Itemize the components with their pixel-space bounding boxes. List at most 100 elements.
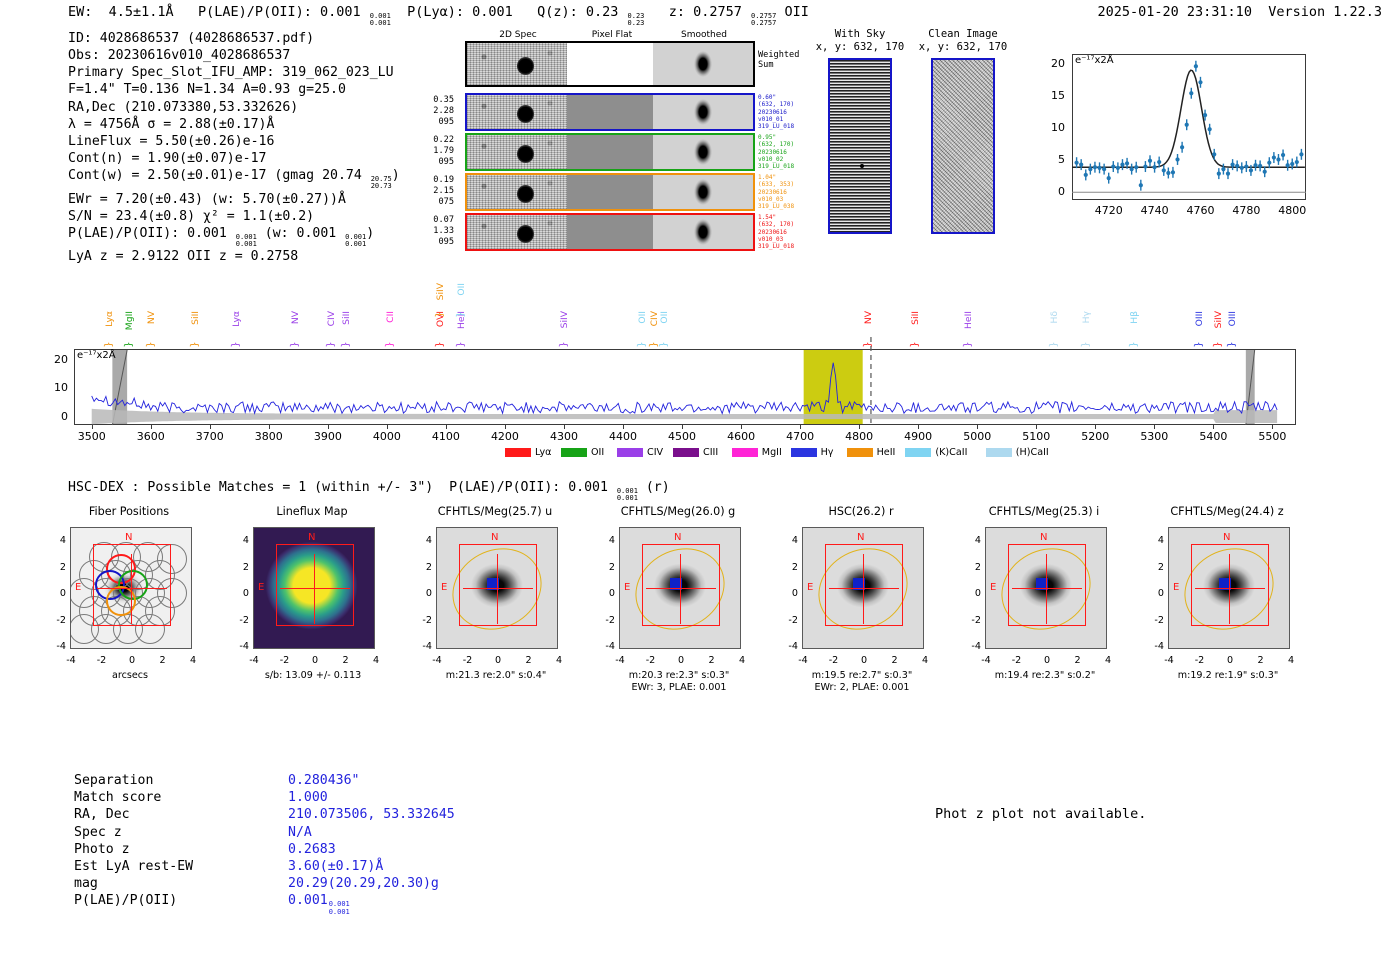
table-value: 0.0010.001 0.001 <box>288 893 350 916</box>
cutout-ytick: -4 <box>56 641 66 652</box>
spec2d-row <box>465 213 755 251</box>
cutout-ytick: 4 <box>974 535 981 546</box>
emission-blob <box>517 145 534 163</box>
legend-label: Hγ <box>820 447 834 458</box>
cutout-ytick: -2 <box>788 614 798 626</box>
sup-sub-pair: 0.23 0.23 <box>627 12 645 28</box>
cutout-xtick: -4 <box>1164 655 1174 666</box>
sup-sub-pair: 0.001 0.001 <box>235 232 257 248</box>
fiber-circle <box>135 614 165 644</box>
line-marker-Ly: Lyα <box>104 311 116 327</box>
cutout-ytick: 4 <box>242 535 249 546</box>
cutout-xtick: -4 <box>249 655 259 666</box>
cutout-redbox <box>276 544 354 626</box>
header-timestamp-version: 2025-01-20 23:31:10 Version 1.22.3 <box>1097 4 1382 20</box>
line-marker-brace: { <box>1127 341 1139 348</box>
cutout-title-4: HSC(26.2) r <box>828 505 894 518</box>
line-marker-brace: { <box>1192 341 1204 348</box>
spec2d-meta-line: 0.60" <box>758 94 777 101</box>
sky-panel-coords: x, y: 632, 170 <box>815 41 905 53</box>
emission-blob <box>517 225 534 243</box>
east-label: E <box>258 582 265 593</box>
legend-swatch <box>846 448 873 457</box>
spec2d-meta-line: 319_LU_038 <box>758 203 795 211</box>
spec2d-left-val: 1.79 <box>433 145 454 156</box>
line-profile-svg <box>1072 60 1306 193</box>
info-sn: S/N = 23.4(±0.8) χ² = 1.1(±0.2) <box>68 208 315 224</box>
cutout-xtick: 4 <box>1104 655 1112 666</box>
full-spectrum-xtick: 3500 <box>77 430 106 443</box>
spec2d-column-header-1: Pixel Flat <box>591 30 633 40</box>
blue-core-marker <box>487 578 499 590</box>
full-spectrum-xtick: 4000 <box>372 430 401 443</box>
target-info-block: ID: 4028686537 (4028686537.pdf) Obs: 2023… <box>68 30 400 265</box>
line-marker-brace: { <box>658 341 670 348</box>
sky-panel-header-0: With Sky x, y: 632, 170 <box>810 28 910 54</box>
cutout-xtick: -2 <box>96 655 107 666</box>
spec2d-cell-pixelflat <box>567 135 653 169</box>
full-spectrum-xtick: 5100 <box>1022 430 1051 443</box>
cutout-ytick: -4 <box>1154 641 1164 652</box>
full-spectrum-xtick: 3900 <box>313 430 342 443</box>
line-marker-NV: NV <box>145 311 157 325</box>
east-label: E <box>624 582 631 593</box>
sky-panel-coords: x, y: 632, 170 <box>918 41 1008 53</box>
full-spectrum-xtick: 5200 <box>1081 430 1110 443</box>
cutout-xtick: 2 <box>525 655 532 666</box>
full-spectrum-xtick: 4200 <box>490 430 519 443</box>
cutout-xtick: -2 <box>462 655 473 666</box>
info-line: LineFlux = 5.50(±0.26)e-16 <box>68 133 275 149</box>
sky-panels: With Sky x, y: 632, 170 Clean Image x, y: 6… <box>810 28 1025 260</box>
full-spectrum-xtick: 4100 <box>431 430 460 443</box>
north-label: N <box>491 532 499 543</box>
cutout-redbox <box>93 544 171 626</box>
spec2d-cell-2dspec <box>467 175 567 209</box>
spec2d-meta-line: 1.54" <box>758 214 777 221</box>
blue-core-marker <box>670 578 682 590</box>
legend-item-4: MgII <box>731 447 782 458</box>
full-spectrum-ytick: 20 <box>54 353 68 367</box>
crosshair-v <box>680 554 682 624</box>
xtick-mark <box>859 425 861 429</box>
full-spectrum-svg <box>91 337 1278 426</box>
cutout-caption-1: s/b: 13.09 +/- 0.113 <box>225 670 401 682</box>
cutout-xtick: -2 <box>645 655 656 666</box>
info-line: λ = 4756Å σ = 2.88(±0.17)Å <box>68 116 275 132</box>
table-value: 20.29(20.29,20.30)g <box>288 876 439 892</box>
cutout-xtick: 0 <box>128 655 136 666</box>
table-value: 0.2683 <box>288 841 336 857</box>
cutout-ytick: 0 <box>425 588 432 599</box>
crosshair-v <box>497 554 499 624</box>
cutout-xtick: 4 <box>1287 655 1295 666</box>
spec2d-cell-pixelflat <box>567 43 653 85</box>
cutout-xtick: 2 <box>1074 655 1081 666</box>
cutout-ytick: 4 <box>608 535 615 546</box>
line-profile-xtick: 4760 <box>1186 204 1215 217</box>
east-label: E <box>441 582 448 593</box>
line-marker-brace: { <box>454 341 466 348</box>
full-spectrum-xtick: 4300 <box>549 430 578 443</box>
legend-item-5: Hγ <box>790 447 834 458</box>
crosshair-v <box>314 554 316 624</box>
legend-label: CIII <box>703 447 719 458</box>
spec2d-row-meta-3: 1.54" (632, 170) 20230616 v010_03 319_LU_018 <box>758 214 794 250</box>
full-spectrum-xtick: 5300 <box>1140 430 1169 443</box>
xtick-mark <box>150 425 152 429</box>
header-summary: EW: 4.5±1.1Å P(LAE)/P(OII): 0.001 0.001 0… <box>68 4 809 28</box>
xtick-mark <box>1036 425 1038 429</box>
spec2d-left-val: 095 <box>438 116 454 127</box>
full-spectrum-xtick: 4600 <box>727 430 756 443</box>
spec2d-row <box>465 93 755 131</box>
legend-swatch <box>561 448 587 457</box>
cutout-redbox <box>825 544 903 626</box>
blue-core-marker <box>1219 578 1231 590</box>
highlight-fiber <box>106 586 136 616</box>
line-marker-brace: { <box>861 341 873 348</box>
line-marker-OII: OII <box>636 311 648 324</box>
spec2d-row-meta-2: 1.04" (633, 353) 20230616 v010_03 319_LU_038 <box>758 174 794 210</box>
spec2d-meta-line: v010_03 <box>758 235 784 243</box>
spec2d-left-val: 1.33 <box>433 225 454 236</box>
xtick-mark <box>800 425 802 429</box>
cutout-xtick: 2 <box>891 655 898 666</box>
line-marker-brace: { <box>557 341 569 348</box>
